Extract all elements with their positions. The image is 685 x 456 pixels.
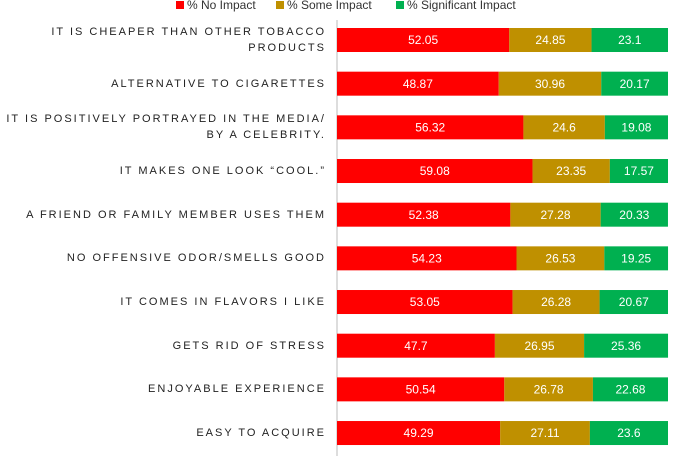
data-label: 27.28 (541, 208, 571, 222)
bar-segment (604, 246, 669, 271)
legend-swatch (176, 1, 184, 9)
data-label: 48.87 (403, 77, 433, 91)
bar-segment (337, 159, 533, 184)
bar-segment (601, 71, 668, 96)
data-label: 52.05 (408, 33, 438, 47)
data-label: 20.33 (619, 208, 649, 222)
bar-segment (498, 71, 602, 96)
bar-segment (337, 290, 513, 315)
bar-segment (510, 202, 601, 227)
bar-segment (337, 115, 524, 140)
data-label: 24.85 (535, 33, 565, 47)
bar-segment (337, 421, 501, 446)
data-label: 53.05 (410, 295, 440, 309)
data-label: 26.53 (545, 252, 575, 266)
data-label: 56.32 (415, 121, 445, 135)
legend-label: % No Impact (187, 0, 256, 12)
category-label: ENJOYABLE EXPERIENCE (148, 383, 326, 396)
data-label: 54.23 (412, 252, 442, 266)
bar-segment (604, 115, 668, 140)
data-label: 23.6 (617, 426, 641, 440)
data-label: 25.36 (611, 339, 641, 353)
data-label: 22.68 (615, 383, 645, 397)
data-label: 19.25 (621, 252, 651, 266)
bar-segment (509, 28, 592, 52)
data-label: 24.6 (552, 121, 576, 135)
category-label: IT COMES IN FLAVORS I LIKE (120, 296, 326, 309)
data-label: 47.7 (404, 339, 428, 353)
category-label: GETS RID OF STRESS (172, 339, 326, 352)
bar-segment (532, 159, 610, 184)
data-label: 26.28 (541, 295, 571, 309)
data-label: 20.67 (619, 295, 649, 309)
category-label: IT IS CHEAPER THAN OTHER TOBACCO PRODUCT… (51, 26, 326, 54)
category-label: ALTERNATIVE TO CIGARETTES (111, 77, 326, 90)
data-label: 26.95 (524, 339, 554, 353)
bar-segment (337, 333, 495, 358)
category-label: IT MAKES ONE LOOK “COOL.” (119, 165, 326, 177)
bar-segment (337, 71, 499, 96)
data-label: 59.08 (420, 164, 450, 178)
bar-segment (504, 377, 593, 402)
legend-swatch (276, 1, 284, 9)
data-label: 30.96 (535, 77, 565, 91)
bar-segment (337, 246, 517, 271)
data-label: 17.57 (624, 164, 654, 178)
bar-segment (512, 290, 600, 315)
bar-segment (337, 202, 511, 227)
legend-label: % Some Impact (287, 0, 372, 12)
bar-segment (516, 246, 605, 271)
data-label: 52.38 (409, 208, 439, 222)
data-label: 23.1 (618, 33, 642, 47)
data-label: 49.29 (404, 426, 434, 440)
bar-segment (591, 28, 668, 52)
bar-segment (600, 202, 668, 227)
category-label: IT IS POSITIVELY PORTRAYED IN THE MEDIA/… (6, 113, 326, 142)
bar-segment (494, 333, 585, 358)
bar-segment (584, 333, 669, 358)
category-label: EASY TO ACQUIRE (196, 427, 326, 440)
bar-segment (337, 377, 505, 402)
data-label: 20.17 (620, 77, 650, 91)
legend-swatch (396, 1, 404, 9)
bar-segment (337, 28, 510, 52)
data-label: 27.11 (530, 426, 559, 440)
bar-segment (599, 290, 668, 315)
bar-segment (589, 421, 668, 446)
data-label: 26.78 (534, 383, 564, 397)
bar-segment (609, 159, 668, 184)
category-label: A FRIEND OR FAMILY MEMBER USES THEM (26, 208, 326, 221)
legend-label: % Significant Impact (407, 0, 516, 12)
bar-segment (592, 377, 668, 402)
bar-segment (523, 115, 605, 140)
bar-segment (500, 421, 590, 446)
category-label: NO OFFENSIVE ODOR/SMELLS GOOD (66, 252, 326, 265)
data-label: 19.08 (621, 121, 651, 135)
data-label: 50.54 (406, 383, 436, 397)
data-label: 23.35 (556, 164, 586, 178)
